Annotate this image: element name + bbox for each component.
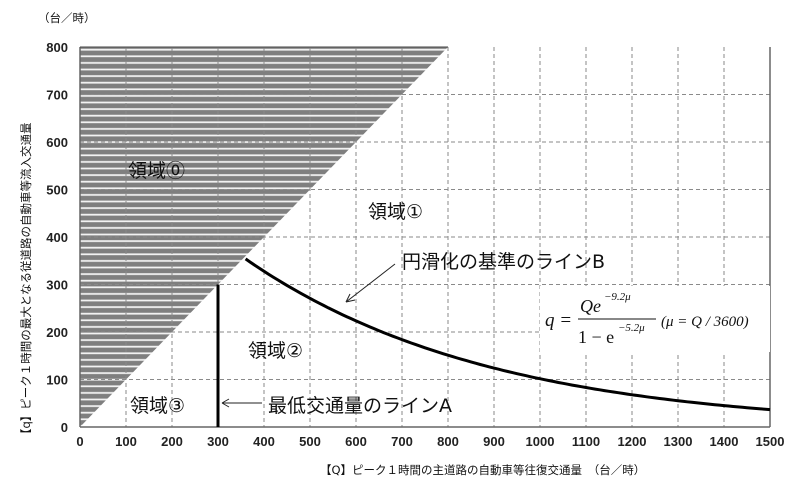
x-tick-label: 100 — [115, 434, 137, 449]
svg-text:−9.2μ: −9.2μ — [604, 291, 631, 303]
x-tick-label: 0 — [76, 434, 83, 449]
x-tick-label: 1500 — [756, 434, 785, 449]
region-label-0: 領域⓪ — [128, 160, 185, 182]
y-tick-label: 0 — [61, 420, 68, 435]
y-tick-label: 300 — [46, 278, 68, 293]
x-tick-label: 1300 — [664, 434, 693, 449]
line-a-arrowhead — [221, 398, 230, 408]
x-tick-label: 1200 — [618, 434, 647, 449]
y-tick-label: 500 — [46, 183, 68, 198]
x-tick-label: 600 — [345, 434, 367, 449]
grid — [80, 47, 770, 427]
x-tick-label: 500 — [299, 434, 321, 449]
line-b-arrow — [345, 263, 396, 303]
x-tick-label: 1000 — [526, 434, 555, 449]
svg-text:q =: q = — [545, 310, 572, 331]
region-label-3: 領域③ — [130, 395, 185, 417]
x-tick-label: 300 — [207, 434, 229, 449]
svg-text:1 − e: 1 − e — [578, 327, 614, 347]
line-a-label: 最低交通量のラインA — [268, 395, 452, 417]
y-tick-label: 200 — [46, 325, 68, 340]
x-tick-label: 800 — [437, 434, 459, 449]
x-tick-label: 1100 — [572, 434, 600, 449]
x-tick-label: 400 — [253, 434, 275, 449]
formula: q = Qe −9.2μ 1 − e −5.2μ (μ = Q / 3600) — [540, 286, 770, 352]
y-tick-label: 700 — [46, 88, 68, 103]
svg-text:Qe: Qe — [580, 296, 601, 316]
x-axis-label: 【Q】ピーク１時間の主道路の自動車等往復交通量 （台／時） — [320, 463, 645, 477]
region-label-2: 領域② — [248, 340, 303, 362]
y-axis-label: 【q】ピーク１時間の最大となる従道路の自動車等流入交通量 — [19, 123, 33, 440]
y-tick-label: 800 — [46, 40, 68, 55]
line-b-curve — [244, 257, 771, 412]
svg-text:−5.2μ: −5.2μ — [618, 322, 645, 334]
y-unit-label: （台／時） — [38, 11, 96, 25]
line-b-arrowhead — [345, 293, 356, 303]
y-tick-label: 100 — [46, 373, 68, 388]
x-tick-labels: 0 100 200 300 400 500 600 700 800 900 1000 1100 1200… — [76, 434, 784, 449]
x-tick-label: 900 — [483, 434, 505, 449]
x-tick-label: 700 — [391, 434, 413, 449]
svg-text:(μ = Q / 3600): (μ = Q / 3600) — [661, 314, 749, 330]
y-tick-label: 400 — [46, 230, 68, 245]
region-label-1: 領域① — [368, 201, 423, 223]
x-tick-label: 200 — [161, 434, 183, 449]
series — [216, 257, 771, 427]
line-b-label: 円滑化の基準のラインB — [402, 251, 605, 273]
axes — [79, 46, 771, 428]
y-tick-label: 600 — [46, 135, 68, 150]
x-tick-label: 1400 — [710, 434, 739, 449]
y-tick-labels: 0 100 200 300 400 500 600 700 800 — [46, 40, 68, 435]
